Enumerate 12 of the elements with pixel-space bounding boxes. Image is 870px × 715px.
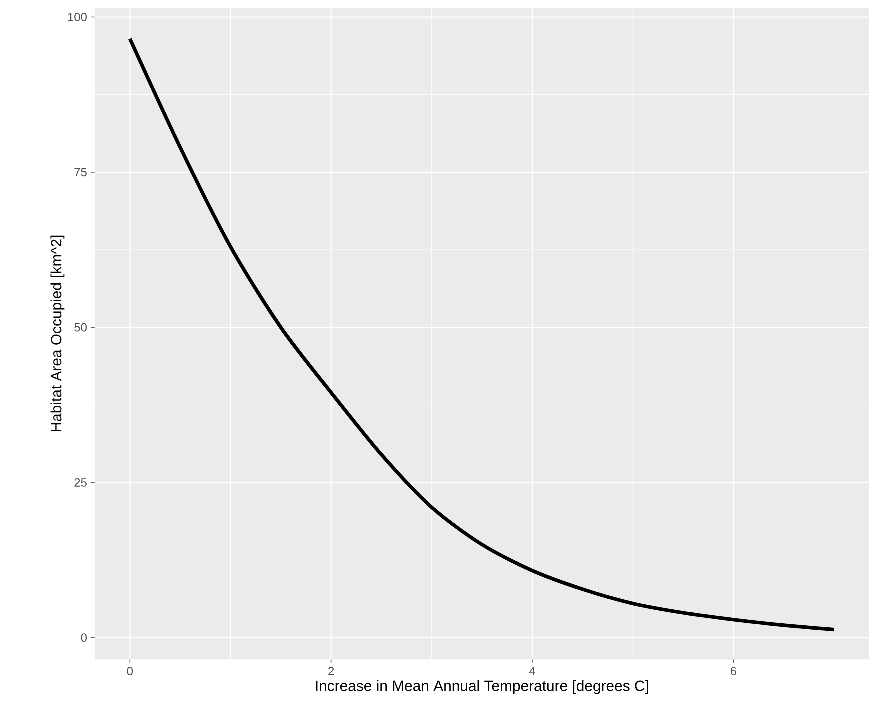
x-tick-label: 4 — [529, 667, 536, 676]
y-tick-label: 50 — [74, 324, 87, 332]
x-axis-title: Increase in Mean Annual Temperature [degrees C] — [316, 680, 648, 695]
y-tick-label: 0 — [81, 634, 87, 642]
y-axis-title: Habitat Area Occupied [km^2] — [50, 236, 65, 432]
y-tick-label: 25 — [74, 478, 87, 488]
x-tick-label: 2 — [328, 667, 334, 676]
y-tick-label: 75 — [74, 168, 87, 177]
x-tick-label: 6 — [730, 667, 736, 676]
x-tick-label: 0 — [127, 667, 134, 676]
line-series — [128, 37, 836, 632]
y-tick-label: 100 — [68, 13, 87, 22]
